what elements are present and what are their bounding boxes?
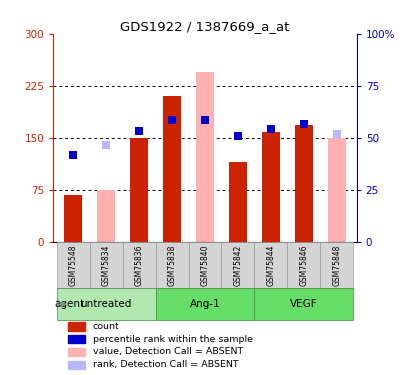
Bar — [320, 242, 353, 288]
Bar — [155, 242, 188, 288]
Point — [300, 121, 306, 127]
Text: value, Detection Call = ABSENT: value, Detection Call = ABSENT — [92, 347, 243, 356]
Text: untreated: untreated — [80, 299, 131, 309]
Point — [201, 117, 208, 123]
Bar — [89, 242, 122, 288]
Point — [333, 131, 339, 137]
Bar — [327, 138, 345, 242]
Bar — [196, 72, 213, 242]
Bar — [68, 335, 85, 343]
Point — [135, 128, 142, 134]
Bar — [130, 138, 148, 242]
Text: percentile rank within the sample: percentile rank within the sample — [92, 335, 252, 344]
Bar — [68, 361, 85, 369]
Text: GSM75848: GSM75848 — [332, 244, 341, 286]
Bar — [287, 242, 320, 288]
Bar — [294, 125, 312, 242]
Text: count: count — [92, 322, 119, 331]
Bar — [56, 288, 155, 320]
Bar — [221, 242, 254, 288]
Bar — [97, 190, 115, 242]
Bar — [155, 288, 254, 320]
Bar — [68, 348, 85, 356]
Text: VEGF: VEGF — [290, 299, 317, 309]
Point — [267, 126, 274, 132]
Title: GDS1922 / 1387669_a_at: GDS1922 / 1387669_a_at — [120, 20, 289, 33]
Text: GSM75836: GSM75836 — [134, 244, 143, 286]
Text: GSM75834: GSM75834 — [101, 244, 110, 286]
Bar — [122, 242, 155, 288]
Text: GSM75842: GSM75842 — [233, 244, 242, 286]
Text: GSM75844: GSM75844 — [266, 244, 275, 286]
Text: GSM75840: GSM75840 — [200, 244, 209, 286]
Text: GSM75838: GSM75838 — [167, 244, 176, 286]
Bar — [162, 96, 181, 242]
Point — [70, 152, 76, 158]
Text: Ang-1: Ang-1 — [189, 299, 220, 309]
Bar — [68, 322, 85, 331]
Bar — [188, 242, 221, 288]
Text: agent: agent — [54, 299, 84, 309]
Bar — [254, 288, 353, 320]
Bar — [261, 132, 279, 242]
Bar — [56, 242, 89, 288]
Point — [234, 134, 240, 140]
Bar — [254, 242, 287, 288]
Bar — [64, 195, 82, 242]
Point — [169, 117, 175, 123]
Text: GSM75548: GSM75548 — [68, 244, 77, 286]
Point — [103, 142, 109, 148]
Text: GSM75846: GSM75846 — [299, 244, 308, 286]
Text: rank, Detection Call = ABSENT: rank, Detection Call = ABSENT — [92, 360, 238, 369]
Bar — [228, 162, 247, 242]
